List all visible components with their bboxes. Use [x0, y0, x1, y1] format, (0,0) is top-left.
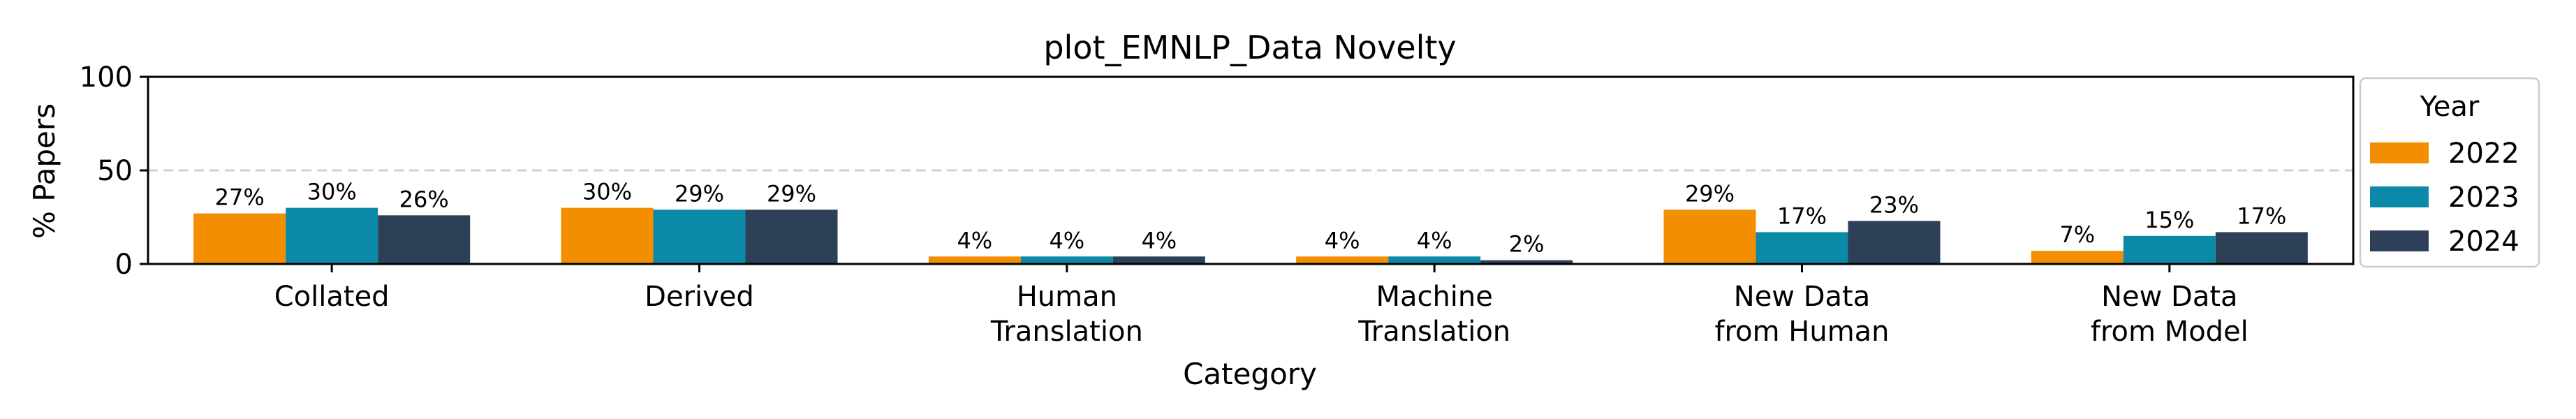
bar-2024-4 — [1848, 221, 1941, 264]
y-tick-label: 100 — [80, 61, 133, 94]
legend-title: Year — [2420, 91, 2480, 123]
bar-2023-2 — [1020, 256, 1113, 264]
bar-label-2022-3: 4% — [1325, 227, 1360, 253]
bar-2023-0 — [286, 207, 378, 264]
bar-label-2022-4: 29% — [1685, 180, 1735, 207]
bar-label-2024-5: 17% — [2237, 203, 2286, 229]
bar-2022-5 — [2031, 251, 2124, 264]
bar-label-2022-5: 7% — [2059, 221, 2095, 248]
y-axis-title: % Papers — [27, 103, 61, 239]
bar-2024-1 — [745, 210, 838, 264]
bar-2023-4 — [1756, 232, 1848, 264]
legend: Year 2022 2023 2024 — [2359, 77, 2540, 268]
bar-label-2023-4: 17% — [1777, 203, 1827, 229]
legend-swatch-2024 — [2370, 230, 2429, 251]
bar-label-2024-2: 4% — [1141, 227, 1177, 253]
x-tick-label: New Data from Model — [2091, 281, 2249, 348]
legend-label-2023: 2023 — [2448, 182, 2519, 214]
bar-label-2024-1: 29% — [767, 180, 816, 207]
bar-2022-0 — [193, 213, 286, 264]
bar-label-2024-0: 26% — [399, 186, 449, 212]
bar-2024-0 — [378, 215, 471, 264]
bar-label-2023-0: 30% — [307, 179, 357, 205]
bar-2022-1 — [561, 207, 654, 264]
bar-2023-1 — [653, 210, 746, 264]
bar-2024-2 — [1112, 256, 1205, 264]
bar-label-2023-5: 15% — [2144, 207, 2194, 233]
bar-2024-5 — [2215, 232, 2308, 264]
bar-label-2023-2: 4% — [1049, 227, 1084, 253]
chart-title: plot_EMNLP_Data Novelty — [1043, 29, 1456, 66]
bar-value-labels: 27% 30% 26% 30% 29% 29% 4% 4% 4% 4% 4% 2% 29% 17% 23% 7… — [215, 179, 2287, 258]
bar-2022-3 — [1296, 256, 1389, 264]
y-tick-label: 0 — [115, 249, 133, 281]
plot-frame — [147, 75, 2355, 265]
legend-swatch-2023 — [2370, 186, 2429, 207]
x-tick-label: Collated — [274, 281, 390, 313]
axes: Collated Derived Human Translation Machine Tr… — [80, 61, 2355, 348]
bar-2024-3 — [1480, 260, 1573, 264]
x-axis-title: Category — [1183, 357, 1317, 391]
bar-label-2024-4: 23% — [1869, 191, 1919, 218]
bar-label-2022-2: 4% — [957, 227, 992, 253]
bar-2023-3 — [1388, 256, 1481, 264]
legend-swatch-2022 — [2370, 142, 2429, 163]
bar-2022-4 — [1663, 210, 1756, 264]
bars — [193, 207, 2308, 264]
y-tick-label: 50 — [97, 155, 133, 187]
bar-label-2022-0: 27% — [215, 184, 265, 211]
bar-label-2023-3: 4% — [1417, 227, 1452, 253]
x-tick-label: Human Translation — [990, 281, 1143, 348]
x-tick-label: New Data from Human — [1714, 281, 1889, 348]
legend-box — [2359, 77, 2540, 268]
legend-label-2024: 2024 — [2448, 226, 2519, 258]
legend-label-2022: 2022 — [2448, 138, 2519, 170]
bar-label-2022-1: 30% — [582, 179, 632, 205]
bar-2022-2 — [928, 256, 1021, 264]
bar-label-2023-1: 29% — [675, 180, 724, 207]
x-tick-label: Machine Translation — [1357, 281, 1510, 348]
bar-label-2024-3: 2% — [1509, 231, 1545, 258]
x-tick-label: Derived — [645, 281, 754, 313]
bar-2023-5 — [2123, 235, 2216, 264]
